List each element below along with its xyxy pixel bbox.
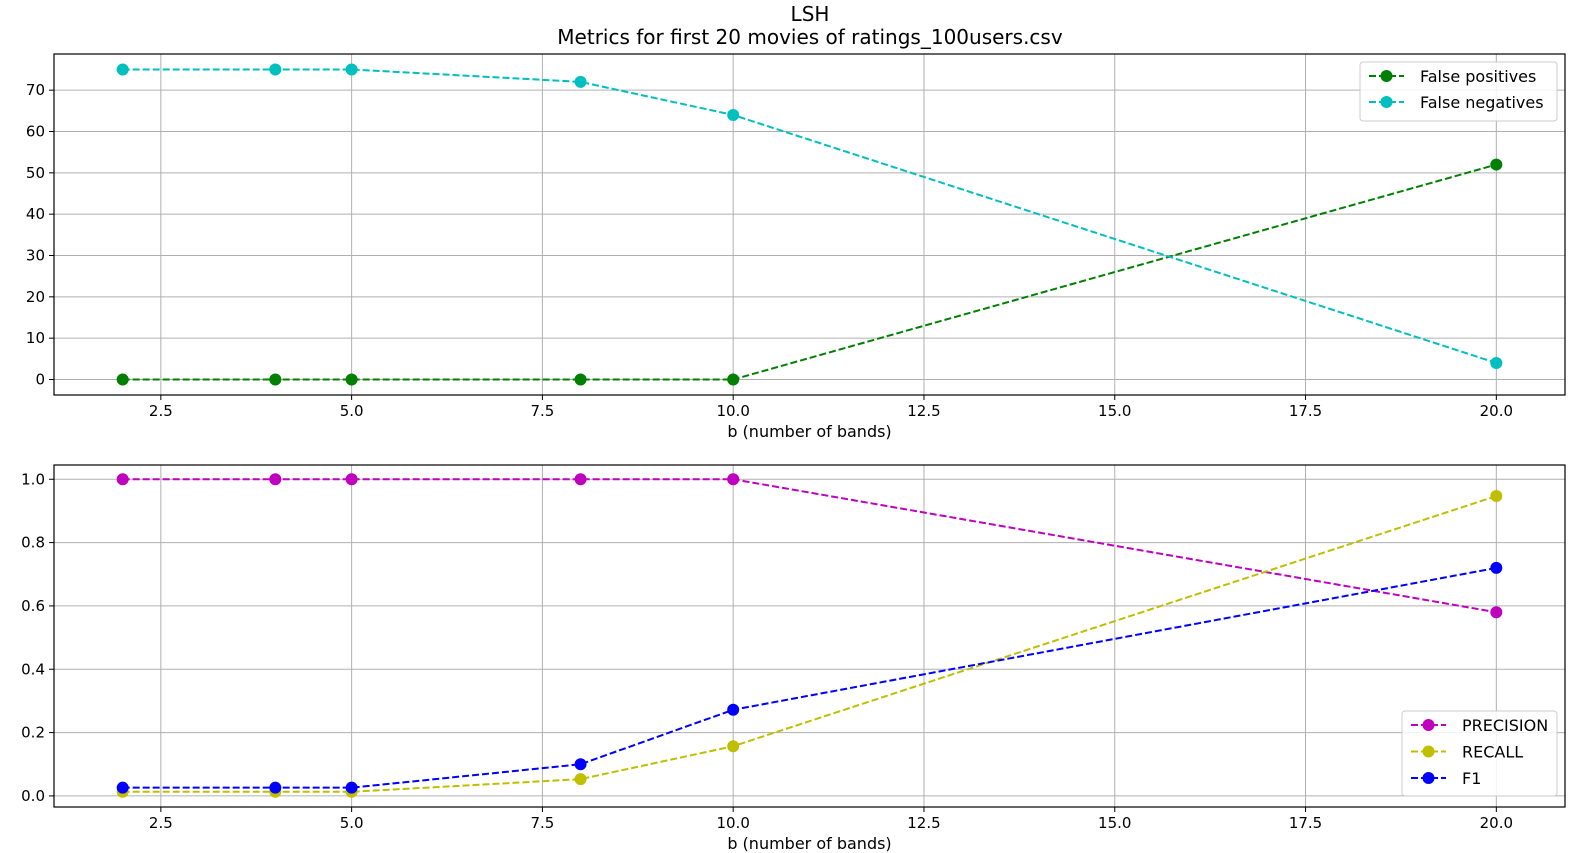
chart2-point-f1-4: [574, 758, 587, 771]
chart1-y-tick-label-2: 10: [26, 329, 45, 347]
chart2-x-tick-label-2: 5.0: [340, 814, 364, 832]
chart1-y-tick-label-1: 0: [35, 371, 45, 389]
chart1-point-false-positives-3: [345, 373, 358, 386]
chart1-point-false-positives-1: [116, 373, 129, 386]
chart1-point-false-negatives-1: [116, 63, 129, 76]
chart2-y-tick-label-3: 0.4: [21, 660, 45, 678]
chart1-point-false-positives-2: [269, 373, 282, 386]
chart2-point-f1-6: [1490, 561, 1503, 574]
chart1-x-tick-label-7: 17.5: [1289, 402, 1322, 420]
chart1-legend-marker-false-positives: [1380, 70, 1393, 82]
chart2-point-precision-3: [345, 473, 358, 486]
chart1-point-false-positives-6: [1490, 158, 1503, 171]
chart1-x-tick-label-5: 12.5: [907, 402, 940, 420]
chart2-y-tick-label-5: 0.8: [21, 534, 45, 552]
chart2-series-line-recall: [122, 495, 1497, 793]
chart2-legend-marker-f1: [1422, 772, 1435, 784]
chart2-x-tick-label-1: 2.5: [149, 814, 173, 832]
chart1-y-tick-label-6: 50: [26, 164, 45, 182]
chart1-x-tick-label-4: 10.0: [716, 402, 749, 420]
chart1-x-tick-label-1: 2.5: [149, 402, 173, 420]
chart1-legend-box: [1359, 61, 1558, 122]
chart2-point-precision-2: [269, 473, 282, 486]
chart1-x-tick-label-3: 7.5: [530, 402, 554, 420]
chart1-x-axis-label: b (number of bands): [727, 422, 891, 441]
chart1-point-false-positives-5: [727, 373, 740, 386]
chart2-x-tick-label-5: 12.5: [907, 814, 940, 832]
counts-chart-panel: 2.5 5.0 7.5 10.0 12.5 15.0 17.5 20.0 0 10 20 30 40 50…: [26, 53, 1566, 441]
chart2-x-tick-label-3: 7.5: [530, 814, 554, 832]
chart2-legend-marker-recall: [1422, 745, 1435, 758]
chart2-legend-label-recall: RECALL: [1462, 743, 1523, 762]
chart2-legend-label-f1: F1: [1462, 769, 1481, 788]
chart2-point-f1-3: [345, 781, 358, 794]
chart2-legend-box: [1401, 710, 1558, 797]
chart1-plot-frame: [53, 53, 1566, 396]
chart2-series-line-f1: [122, 566, 1497, 789]
chart1-series-line-false-negatives: [122, 68, 1497, 364]
chart1-point-false-positives-4: [574, 373, 587, 386]
chart1-point-false-negatives-3: [345, 63, 358, 76]
chart2-x-tick-label-7: 17.5: [1289, 814, 1322, 832]
chart2-point-f1-2: [269, 781, 282, 794]
chart1-y-tick-label-5: 40: [26, 205, 45, 223]
chart2-point-f1-1: [116, 781, 129, 794]
chart2-x-axis-label: b (number of bands): [727, 834, 891, 853]
figure-title: LSH: [791, 2, 830, 26]
chart1-legend-marker-false-negatives: [1380, 96, 1393, 108]
chart1-legend-label-false-negatives: False negatives: [1420, 93, 1544, 112]
chart1-x-tick-label-8: 20.0: [1480, 402, 1513, 420]
chart2-plot-frame: [53, 464, 1566, 808]
chart1-x-tick-label-6: 15.0: [1098, 402, 1131, 420]
chart2-point-recall-6: [1490, 490, 1503, 503]
chart2-y-tick-label-6: 1.0: [21, 470, 45, 488]
metrics-chart-panel: 2.5 5.0 7.5 10.0 12.5 15.0 17.5 20.0 0.0 0.2 0.4 0.…: [21, 464, 1566, 853]
chart2-y-tick-label-1: 0.0: [21, 787, 45, 805]
chart2-y-tick-label-4: 0.6: [21, 597, 45, 615]
chart2-legend-label-precision: PRECISION: [1462, 716, 1548, 735]
chart2-point-precision-6: [1490, 606, 1503, 619]
chart2-x-tick-label-4: 10.0: [716, 814, 749, 832]
chart2-series-line-precision: [122, 478, 1497, 614]
chart1-y-tick-label-3: 20: [26, 288, 45, 306]
chart1-y-tick-label-8: 70: [26, 81, 45, 99]
chart2-point-recall-5: [727, 740, 740, 753]
chart1-series-line-false-positives: [122, 163, 1497, 381]
figure-subtitle: Metrics for first 20 movies of ratings_1…: [557, 25, 1063, 49]
chart1-point-false-negatives-5: [727, 108, 740, 121]
chart2-x-tick-label-6: 15.0: [1098, 814, 1131, 832]
chart2-legend-marker-precision: [1422, 719, 1435, 731]
chart2-point-precision-1: [116, 473, 129, 486]
chart1-y-tick-label-4: 30: [26, 247, 45, 265]
chart2-point-precision-5: [727, 473, 740, 486]
chart2-point-recall-4: [574, 773, 587, 786]
chart1-y-tick-label-7: 60: [26, 123, 45, 141]
chart2-point-precision-4: [574, 473, 587, 486]
chart1-legend-label-false-positives: False positives: [1420, 67, 1536, 86]
chart2-point-f1-5: [727, 703, 740, 716]
chart2-y-tick-label-2: 0.2: [21, 724, 45, 742]
chart1-point-false-negatives-6: [1490, 356, 1503, 369]
chart1-point-false-negatives-2: [269, 63, 282, 76]
chart1-point-false-negatives-4: [574, 75, 587, 88]
chart2-x-tick-label-8: 20.0: [1480, 814, 1513, 832]
chart1-x-tick-label-2: 5.0: [340, 402, 364, 420]
